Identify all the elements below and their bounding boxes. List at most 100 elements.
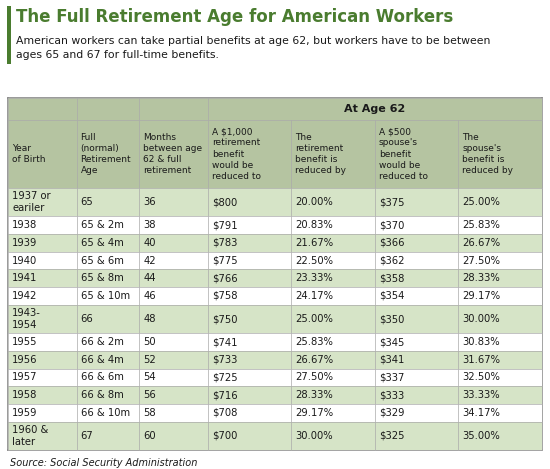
Text: 27.50%: 27.50% — [463, 256, 501, 265]
Text: 26.67%: 26.67% — [295, 355, 333, 365]
Text: $362: $362 — [379, 256, 404, 265]
Text: 65 & 2m: 65 & 2m — [81, 220, 124, 230]
Text: $733: $733 — [212, 355, 237, 365]
Text: 44: 44 — [143, 273, 156, 283]
Text: 20.00%: 20.00% — [295, 197, 333, 207]
Text: Source: Social Security Administration: Source: Social Security Administration — [10, 458, 197, 468]
Text: 32.50%: 32.50% — [463, 372, 501, 382]
Text: The
retirement
benefit is
reduced by: The retirement benefit is reduced by — [295, 133, 346, 175]
Text: American workers can take partial benefits at age 62, but workers have to be bet: American workers can take partial benefi… — [16, 36, 491, 60]
Text: $333: $333 — [379, 390, 404, 400]
Text: 29.17%: 29.17% — [295, 408, 333, 418]
Text: 65: 65 — [81, 197, 94, 207]
Text: A $500
spouse's
benefit
would be
reduced to: A $500 spouse's benefit would be reduced… — [379, 127, 428, 181]
Text: 21.67%: 21.67% — [295, 238, 333, 248]
Text: $375: $375 — [379, 197, 404, 207]
Text: 25.83%: 25.83% — [463, 220, 501, 230]
Text: $750: $750 — [212, 314, 238, 324]
Text: $758: $758 — [212, 291, 238, 301]
Text: 52: 52 — [143, 355, 156, 365]
Text: 1941: 1941 — [12, 273, 37, 283]
Text: $370: $370 — [379, 220, 404, 230]
Text: 30.83%: 30.83% — [463, 337, 500, 347]
Text: 65 & 6m: 65 & 6m — [81, 256, 124, 265]
Text: $775: $775 — [212, 256, 238, 265]
Text: 42: 42 — [143, 256, 156, 265]
Text: 67: 67 — [81, 431, 94, 441]
Text: 66 & 2m: 66 & 2m — [81, 337, 124, 347]
Text: 65 & 8m: 65 & 8m — [81, 273, 123, 283]
Text: The Full Retirement Age for American Workers: The Full Retirement Age for American Wor… — [16, 8, 453, 26]
Text: 36: 36 — [143, 197, 156, 207]
Text: Year
of Birth: Year of Birth — [12, 144, 46, 164]
Text: 1959: 1959 — [12, 408, 37, 418]
Text: $708: $708 — [212, 408, 237, 418]
Text: 29.17%: 29.17% — [463, 291, 501, 301]
Text: 66 & 6m: 66 & 6m — [81, 372, 124, 382]
Text: 24.17%: 24.17% — [295, 291, 333, 301]
Text: The
spouse's
benefit is
reduced by: The spouse's benefit is reduced by — [463, 133, 514, 175]
Text: 28.33%: 28.33% — [463, 273, 500, 283]
Text: 66 & 4m: 66 & 4m — [81, 355, 123, 365]
Text: 1955: 1955 — [12, 337, 37, 347]
Text: $329: $329 — [379, 408, 404, 418]
Text: A $1,000
retirement
benefit
would be
reduced to: A $1,000 retirement benefit would be red… — [212, 127, 261, 181]
Text: $725: $725 — [212, 372, 238, 382]
Text: $358: $358 — [379, 273, 404, 283]
Text: $354: $354 — [379, 291, 404, 301]
Text: 1960 &
later: 1960 & later — [12, 424, 48, 447]
Text: 31.67%: 31.67% — [463, 355, 501, 365]
Text: $800: $800 — [212, 197, 237, 207]
Text: 20.83%: 20.83% — [295, 220, 333, 230]
Text: 33.33%: 33.33% — [463, 390, 500, 400]
Text: 1958: 1958 — [12, 390, 37, 400]
Text: Months
between age
62 & full
retirement: Months between age 62 & full retirement — [143, 133, 202, 175]
Text: 34.17%: 34.17% — [463, 408, 501, 418]
Text: 1956: 1956 — [12, 355, 37, 365]
Text: $350: $350 — [379, 314, 404, 324]
Text: 65 & 10m: 65 & 10m — [81, 291, 130, 301]
Text: Full
(normal)
Retirement
Age: Full (normal) Retirement Age — [81, 133, 131, 175]
Text: 25.00%: 25.00% — [463, 197, 501, 207]
Text: 26.67%: 26.67% — [463, 238, 501, 248]
Text: $741: $741 — [212, 337, 238, 347]
Text: 22.50%: 22.50% — [295, 256, 333, 265]
Text: 46: 46 — [143, 291, 156, 301]
Text: $366: $366 — [379, 238, 404, 248]
Text: 1957: 1957 — [12, 372, 37, 382]
Text: 50: 50 — [143, 337, 156, 347]
Text: 66: 66 — [81, 314, 94, 324]
Text: 30.00%: 30.00% — [463, 314, 500, 324]
Text: $337: $337 — [379, 372, 404, 382]
Text: 25.00%: 25.00% — [295, 314, 333, 324]
Text: $700: $700 — [212, 431, 237, 441]
Text: $345: $345 — [379, 337, 404, 347]
Text: 54: 54 — [143, 372, 156, 382]
Text: 48: 48 — [143, 314, 156, 324]
Text: 56: 56 — [143, 390, 156, 400]
Text: 1937 or
eariler: 1937 or eariler — [12, 191, 51, 213]
Text: 30.00%: 30.00% — [295, 431, 333, 441]
Text: $716: $716 — [212, 390, 238, 400]
Text: 66 & 8m: 66 & 8m — [81, 390, 123, 400]
Text: $341: $341 — [379, 355, 404, 365]
Text: 40: 40 — [143, 238, 156, 248]
Text: 1938: 1938 — [12, 220, 37, 230]
Text: 1939: 1939 — [12, 238, 37, 248]
Text: 65 & 4m: 65 & 4m — [81, 238, 123, 248]
Text: 28.33%: 28.33% — [295, 390, 333, 400]
Text: 1943-
1954: 1943- 1954 — [12, 308, 41, 330]
Text: 60: 60 — [143, 431, 156, 441]
Text: 1940: 1940 — [12, 256, 37, 265]
Text: 66 & 10m: 66 & 10m — [81, 408, 130, 418]
Text: $766: $766 — [212, 273, 238, 283]
Text: 23.33%: 23.33% — [295, 273, 333, 283]
Text: $791: $791 — [212, 220, 238, 230]
Text: 58: 58 — [143, 408, 156, 418]
Text: 25.83%: 25.83% — [295, 337, 333, 347]
Text: 1942: 1942 — [12, 291, 37, 301]
Text: 27.50%: 27.50% — [295, 372, 333, 382]
Text: 35.00%: 35.00% — [463, 431, 500, 441]
Text: At Age 62: At Age 62 — [344, 104, 405, 114]
Text: $325: $325 — [379, 431, 404, 441]
